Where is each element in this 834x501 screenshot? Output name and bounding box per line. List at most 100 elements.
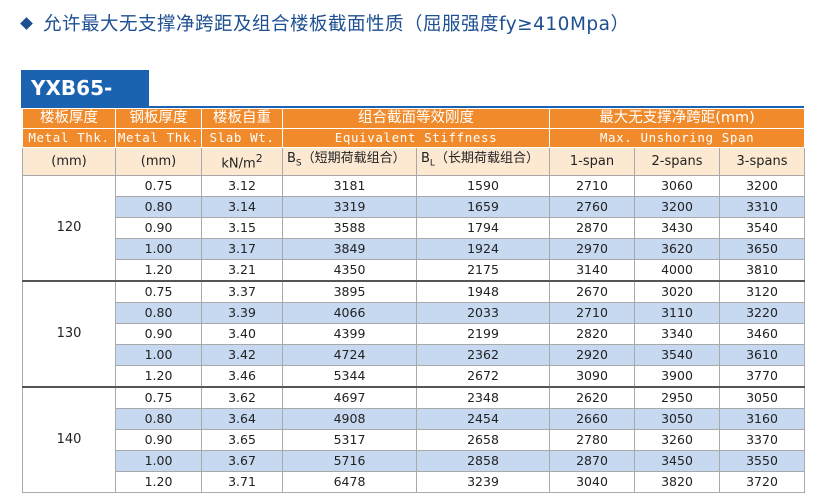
steel-thk-cell: 0.80 (115, 408, 202, 431)
span3-cell: 3370 (718, 429, 806, 452)
bs-cell: 3588 (282, 217, 417, 240)
span3-cell: 3310 (718, 196, 806, 219)
slab-wt-cell: 3.14 (201, 196, 283, 219)
bl-unit: BL（长期荷载组合） (416, 146, 550, 177)
slab-thk-header-en: Metal Thk. (22, 128, 116, 148)
slab-wt-cell: 3.67 (201, 450, 283, 473)
table-row: 1.20 3.71 6478 3239 3040 3820 3720 (23, 471, 806, 494)
span-header-en: Max. Unshoring Span (548, 128, 806, 148)
bs-cell: 3181 (282, 175, 417, 198)
slab-wt-cell: 3.15 (201, 217, 283, 240)
span3-cell: 3720 (718, 471, 806, 494)
span1-cell: 3090 (549, 365, 635, 389)
span1-cell: 2780 (549, 429, 635, 452)
span2-cell: 3050 (634, 408, 720, 431)
table-row: 1.20 3.21 4350 2175 3140 4000 3810 (23, 259, 806, 283)
span2-cell: 3340 (634, 323, 720, 346)
bl-cell: 2658 (416, 429, 550, 452)
span2-cell: 3430 (634, 217, 720, 240)
span2-cell: 3060 (634, 175, 720, 198)
bs-cell: 4724 (282, 344, 417, 367)
bs-cell: 4066 (282, 302, 417, 325)
bl-cell: 2858 (416, 450, 550, 473)
span1-cell: 2620 (549, 386, 635, 410)
span3-cell: 3810 (718, 259, 806, 283)
span1-cell: 2870 (549, 217, 635, 240)
table-body: 120 0.75 3.12 3181 1590 2710 3060 3200 0.80 3.14 3… (22, 175, 806, 494)
bl-cell: 1948 (416, 280, 550, 304)
span3-cell: 3050 (718, 386, 806, 410)
bl-cell: 2175 (416, 259, 550, 283)
span1-cell: 2670 (549, 280, 635, 304)
steel-thk-cell: 0.90 (115, 429, 202, 452)
bs-symbol: B (287, 151, 296, 167)
bs-cell: 4908 (282, 408, 417, 431)
steel-thk-cell: 1.20 (115, 365, 202, 389)
span1-cell: 2820 (549, 323, 635, 346)
span1-cell: 2920 (549, 344, 635, 367)
span1-cell: 2710 (549, 302, 635, 325)
span-header: 最大无支撑净跨距(mm) (548, 108, 806, 129)
span3-cell: 3120 (718, 280, 806, 304)
table-row: 1.00 3.42 4724 2362 2920 3540 3610 (23, 344, 806, 367)
slab-wt-cell: 3.71 (201, 471, 283, 494)
table-row: 130 0.75 3.37 3895 1948 2670 3020 3120 (22, 280, 806, 389)
properties-table: 楼板厚度 钢板厚度 楼板自重 组合截面等效刚度 最大无支撑净跨距(mm) Met… (22, 108, 806, 494)
bs-cell: 5716 (282, 450, 417, 473)
bl-text: （长期荷载组合） (434, 151, 539, 167)
span2-cell: 3110 (634, 302, 720, 325)
bl-subscript: L (429, 158, 435, 169)
slab-wt-unit: kN/m2 (201, 146, 283, 177)
steel-thk-cell: 1.20 (115, 259, 202, 283)
steel-thk-cell: 1.20 (115, 471, 202, 494)
slab-wt-cell: 3.42 (201, 344, 283, 367)
bs-cell: 6478 (282, 471, 417, 494)
steel-thk-header-en: Metal Thk. (115, 128, 202, 148)
span1-cell: 2760 (549, 196, 635, 219)
bs-text: （短期荷载组合） (301, 151, 406, 167)
slab-wt-cell: 3.64 (201, 408, 283, 431)
units-row: (mm) (mm) kN/m2 BS（短期荷载组合） BL（长期荷载组合） 1-… (22, 146, 806, 177)
bs-unit: BS（短期荷载组合） (282, 146, 417, 177)
steel-thk-cell: 0.90 (115, 323, 202, 346)
span2-cell: 3450 (634, 450, 720, 473)
span1-cell: 2870 (549, 450, 635, 473)
table-row: 1.20 3.46 5344 2672 3090 3900 3770 (23, 365, 806, 389)
badge-divider (21, 106, 804, 108)
table-row: 1.00 3.67 5716 2858 2870 3450 3550 (23, 450, 806, 473)
span1-cell: 2660 (549, 408, 635, 431)
bl-cell: 1924 (416, 238, 550, 261)
slab-thk-unit: (mm) (22, 146, 116, 177)
bs-cell: 4350 (282, 259, 417, 283)
span3-cell: 3770 (718, 365, 806, 389)
slab-wt-cell: 3.12 (201, 175, 283, 198)
steel-thk-cell: 0.75 (115, 280, 202, 304)
table-row: 0.80 3.14 3319 1659 2760 3200 3310 (23, 196, 806, 219)
table-row: 0.90 3.15 3588 1794 2870 3430 3540 (23, 217, 806, 240)
span2-cell: 3200 (634, 196, 720, 219)
slab-wt-cell: 3.17 (201, 238, 283, 261)
table-row: 1.00 3.17 3849 1924 2970 3620 3650 (23, 238, 806, 261)
bs-cell: 5317 (282, 429, 417, 452)
steel-thk-cell: 0.80 (115, 196, 202, 219)
span3-cell: 3220 (718, 302, 806, 325)
span3-cell: 3160 (718, 408, 806, 431)
slab-wt-unit-text: kN/m (221, 156, 256, 172)
span2-cell: 3900 (634, 365, 720, 389)
steel-thk-cell: 0.75 (115, 386, 202, 410)
slab-wt-cell: 3.39 (201, 302, 283, 325)
steel-thk-cell: 1.00 (115, 450, 202, 473)
bs-cell: 4399 (282, 323, 417, 346)
bs-cell: 5344 (282, 365, 417, 389)
bl-cell: 2199 (416, 323, 550, 346)
span3-header: 3-spans (718, 146, 806, 177)
span3-cell: 3540 (718, 217, 806, 240)
slab-wt-header-en: Slab Wt. (201, 128, 283, 148)
slab-thk-cell: 140 (22, 386, 116, 494)
bl-cell: 1794 (416, 217, 550, 240)
span1-cell: 2970 (549, 238, 635, 261)
steel-thk-header: 钢板厚度 (115, 108, 202, 129)
span1-header: 1-span (549, 146, 635, 177)
span2-cell: 3820 (634, 471, 720, 494)
slab-wt-cell: 3.46 (201, 365, 283, 389)
